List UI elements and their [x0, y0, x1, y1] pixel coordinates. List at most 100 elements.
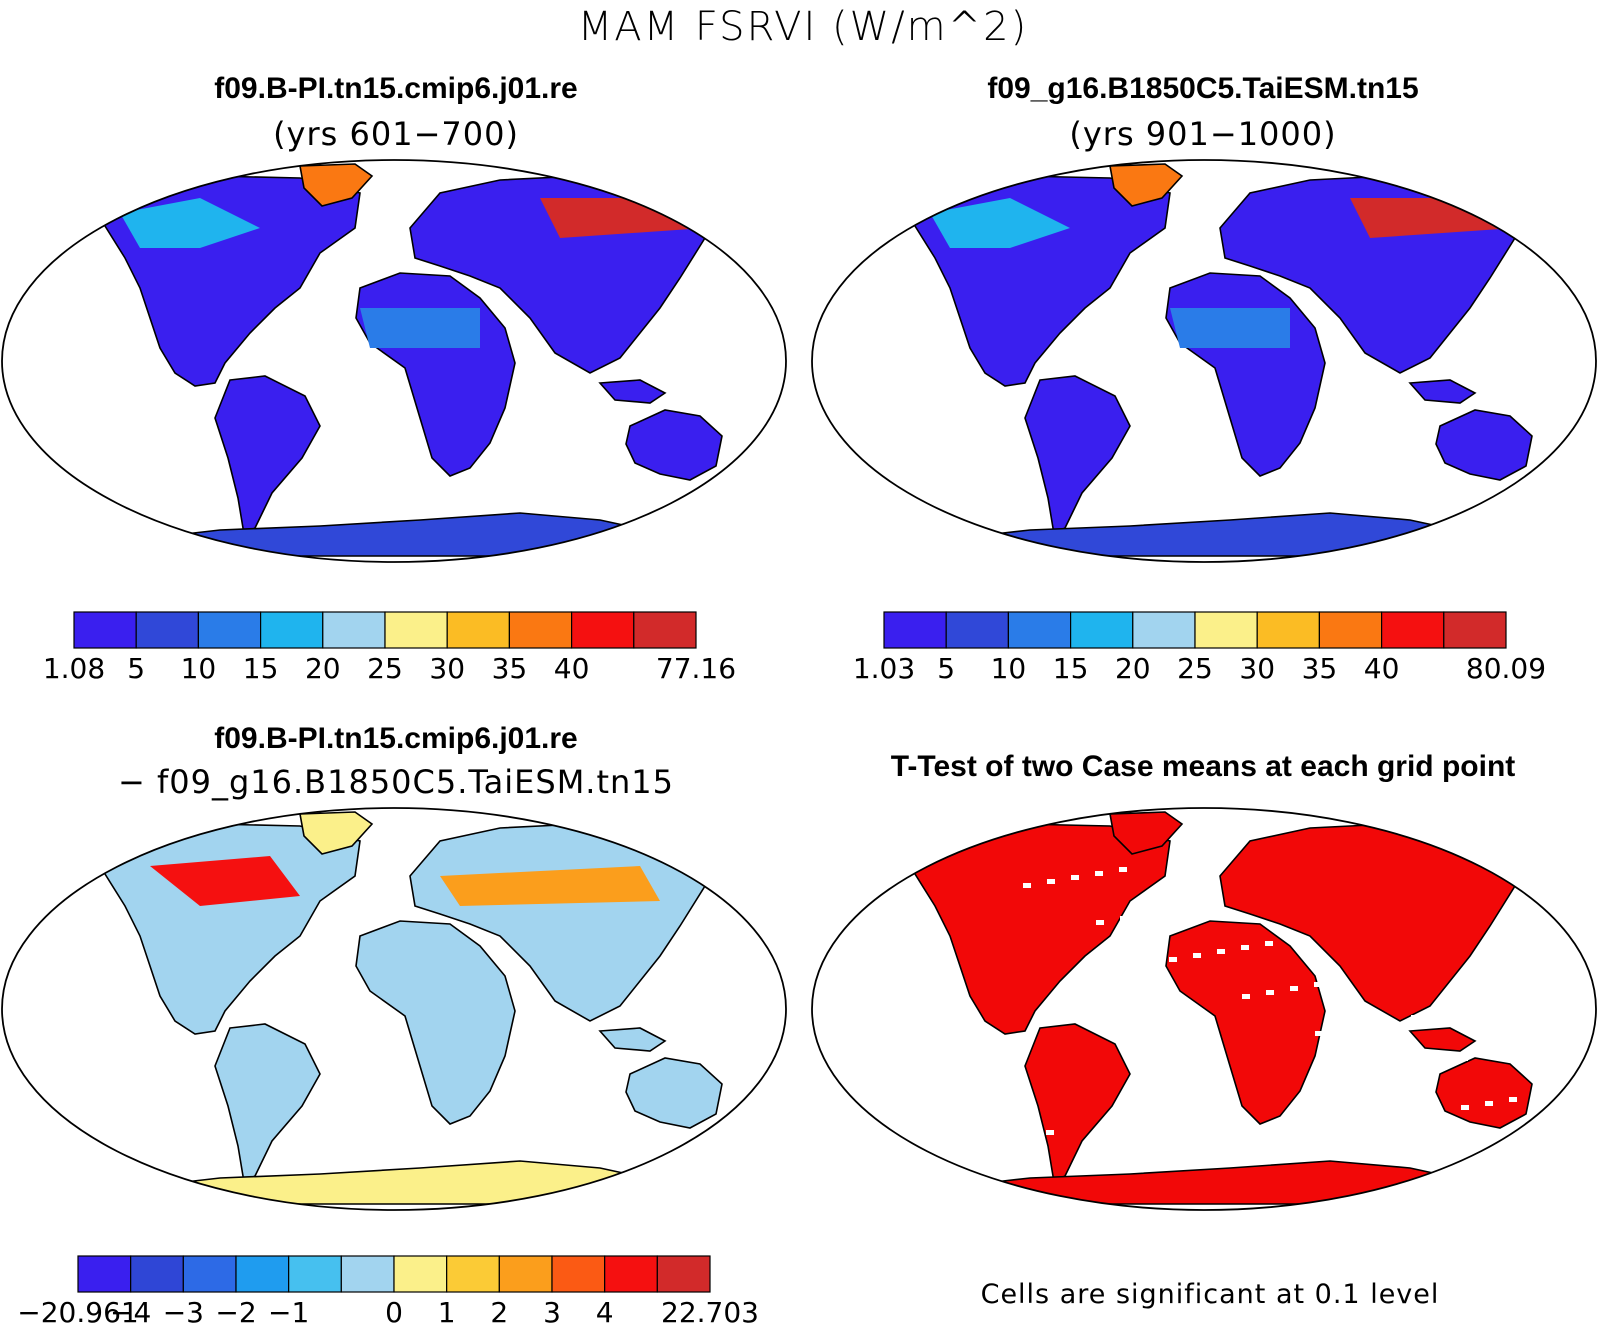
colorbar-box — [130, 1255, 184, 1293]
colorbar-box — [571, 611, 635, 649]
colorbar-box — [1318, 611, 1383, 649]
colorbar-tick-label: −3 — [163, 1296, 204, 1327]
nonsignificant-cell — [1436, 1060, 1444, 1065]
nonsignificant-cell — [1484, 1052, 1492, 1057]
colorbar-tick-label: 35 — [492, 652, 528, 685]
high-region-canada — [150, 856, 300, 906]
land-africa — [355, 272, 516, 477]
colorbar-box — [945, 611, 1010, 649]
colorbar-tick-label: 22.703 — [661, 1296, 759, 1327]
map-outline — [811, 807, 1597, 1211]
nonsignificant-cell — [1315, 1031, 1323, 1036]
land-africa — [1165, 272, 1326, 477]
nonsignificant-cell — [1290, 986, 1298, 991]
colorbar-box — [77, 1255, 132, 1293]
map-ttest — [811, 807, 1597, 1211]
nonsignificant-cell — [1193, 953, 1201, 958]
significance-note: Cells are significant at 0.1 level — [980, 1279, 1440, 1310]
colorbar-case1: 1.08 5 10 15 20 25 30 35 40 77.16 — [43, 611, 736, 685]
land-antarctica — [148, 512, 662, 557]
colorbar-tick-label: 0 — [385, 1296, 403, 1327]
land-samerica — [214, 375, 321, 536]
nonsignificant-cell — [1022, 1134, 1030, 1139]
mid-region-sahara — [1170, 308, 1290, 348]
colorbar-box — [260, 611, 324, 649]
land-indonesia — [598, 1027, 667, 1052]
colorbar-box — [1256, 611, 1321, 649]
nonsignificant-cell — [1265, 941, 1273, 946]
colorbar-tick-label: 1.03 — [853, 652, 915, 685]
colorbar-box — [135, 611, 200, 649]
panel-subtitle-diff: − f09_g16.B1850C5.TaiESM.tn15 — [117, 763, 675, 801]
colorbar-box — [1443, 611, 1507, 649]
land-australia — [1435, 1057, 1533, 1129]
land-greenland — [1109, 811, 1184, 855]
colorbar-box — [182, 1255, 237, 1293]
colorbar-box — [551, 1255, 606, 1293]
nonsignificant-cell — [973, 1093, 981, 1098]
nonsignificant-cell — [1046, 1130, 1054, 1135]
nonsignificant-cell — [1120, 916, 1128, 921]
nonsignificant-cell — [1169, 957, 1177, 962]
nonsignificant-cell — [998, 1138, 1006, 1143]
nonsignificant-cell — [950, 846, 958, 851]
colorbar-box — [1132, 611, 1196, 649]
figure-title: MAM FSRVI (W/m^2) — [577, 4, 1029, 50]
nonsignificant-cell — [1412, 1064, 1420, 1069]
nonsignificant-cell — [1168, 908, 1176, 913]
nonsignificant-cell — [1144, 912, 1152, 917]
nonsignificant-cell — [1411, 1015, 1419, 1020]
land-antarctica — [958, 512, 1472, 557]
colorbar-box — [604, 1255, 658, 1293]
nonsignificant-cell — [1461, 1105, 1469, 1110]
colorbar-box — [384, 611, 448, 649]
colorbar-tick-label: −1 — [268, 1296, 309, 1327]
colorbar-tick-label: 40 — [1364, 652, 1400, 685]
nonsignificant-cell — [1192, 904, 1200, 909]
colorbar-tick-label: 40 — [554, 652, 590, 685]
nonsignificant-cell — [1388, 1068, 1396, 1073]
map-case2 — [811, 159, 1597, 563]
land-australia — [625, 1057, 723, 1129]
colorbar-box — [498, 1255, 553, 1293]
colorbar-tick-label: 77.16 — [656, 652, 736, 685]
colorbar-tick-label: 15 — [1053, 652, 1089, 685]
colorbar-box — [656, 1255, 711, 1293]
panel-title-case2: f09_g16.B1850C5.TaiESM.tn15 — [987, 72, 1419, 105]
nonsignificant-cell — [1096, 920, 1104, 925]
land-africa — [1165, 920, 1326, 1125]
land-indonesia — [1408, 1027, 1477, 1052]
nonsignificant-cell — [1387, 1019, 1395, 1024]
land-samerica — [214, 1023, 321, 1184]
panel-title-diff: f09.B-PI.tn15.cmip6.j01.re — [214, 722, 578, 755]
colorbar-box — [1194, 611, 1258, 649]
nonsignificant-cell — [1363, 1023, 1371, 1028]
colorbar-tick-label: 80.09 — [1466, 652, 1546, 685]
colorbar-box — [393, 1255, 448, 1293]
colorbar-tick-label: 5 — [127, 652, 145, 685]
nonsignificant-cell — [974, 1142, 982, 1147]
nonsignificant-cell — [997, 1089, 1005, 1094]
colorbar-tick-label: 20 — [305, 652, 341, 685]
high-region-eurasia — [440, 866, 660, 906]
land-greenland — [299, 163, 374, 207]
nonsignificant-cell — [1266, 990, 1274, 995]
mid-region-canada — [930, 198, 1070, 248]
colorbar-tick-label: 5 — [937, 652, 955, 685]
colorbar-box — [446, 1255, 500, 1293]
map-diff — [1, 807, 787, 1211]
land-greenland — [1109, 163, 1184, 207]
land-indonesia — [1408, 379, 1477, 404]
land-antarctica — [958, 1160, 1472, 1205]
land-samerica — [1024, 1023, 1131, 1184]
land-samerica — [1024, 375, 1131, 536]
panel-subtitle-case1: (yrs 601−700) — [273, 115, 519, 153]
colorbar-tick-label: −20.961 — [17, 1296, 138, 1327]
map-case1 — [1, 159, 787, 563]
colorbar-box — [235, 1255, 290, 1293]
colorbar-box — [633, 611, 697, 649]
land-australia — [625, 409, 723, 481]
land-australia — [1435, 409, 1533, 481]
nonsignificant-cell — [1095, 871, 1103, 876]
colorbar-tick-label: 1.08 — [43, 652, 105, 685]
